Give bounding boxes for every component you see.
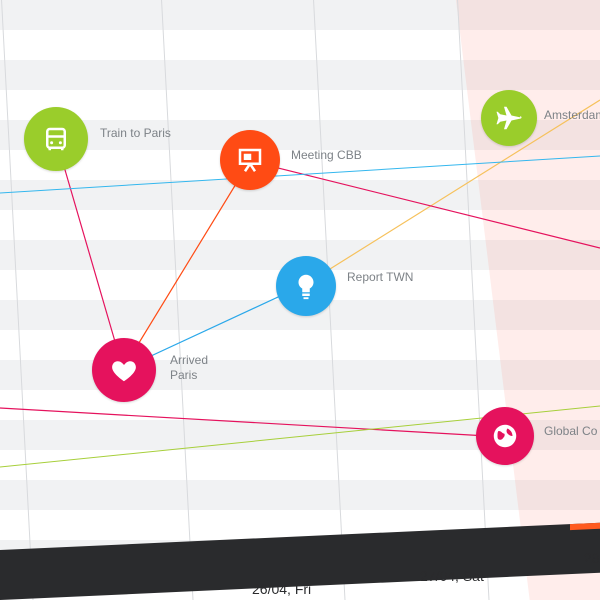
event-node-global[interactable] — [476, 407, 534, 465]
event-label-global: Global Co — [544, 424, 598, 438]
event-node-train[interactable] — [24, 107, 88, 171]
row-stripe — [0, 30, 600, 60]
link-left-global — [0, 407, 506, 438]
date-label-fri[interactable]: 26/04, Fri — [252, 581, 312, 597]
event-node-meeting[interactable] — [220, 130, 280, 190]
lightbulb-icon — [298, 274, 314, 300]
event-label-arrived: Arrived Paris — [170, 353, 208, 383]
airplane-icon — [496, 106, 522, 130]
date-label-sat[interactable]: 27/04, Sat — [420, 568, 484, 584]
link-meeting-arrived — [122, 160, 251, 370]
event-node-amsterdam[interactable] — [481, 90, 537, 146]
link-report-amsterdam — [305, 99, 600, 285]
row-stripe — [0, 480, 600, 510]
heart-icon — [112, 361, 136, 382]
event-node-report[interactable] — [276, 256, 336, 316]
link-left-top-blue — [0, 155, 600, 194]
event-label-train: Train to Paris — [100, 126, 171, 140]
event-node-arrived[interactable] — [92, 338, 156, 402]
event-label-arrived-line2: Paris — [170, 368, 198, 382]
row-stripe — [0, 60, 600, 90]
row-stripe — [0, 0, 600, 30]
presentation-icon — [238, 148, 262, 172]
current-day-marker — [570, 522, 600, 531]
row-stripe — [0, 210, 600, 240]
event-label-amsterdam: Amsterdam — [544, 108, 600, 122]
globe-icon — [493, 424, 517, 448]
link-train-arrived — [55, 138, 124, 370]
date-label-next[interactable]: 28/ — [584, 550, 600, 566]
event-label-arrived-line1: Arrived — [170, 353, 209, 367]
event-label-meeting: Meeting CBB — [291, 148, 362, 162]
event-label-report: Report TWN — [347, 270, 414, 284]
link-arrived-report — [122, 283, 307, 370]
row-stripe — [0, 180, 600, 210]
link-meeting-right — [249, 160, 600, 249]
bus-icon — [46, 127, 66, 151]
